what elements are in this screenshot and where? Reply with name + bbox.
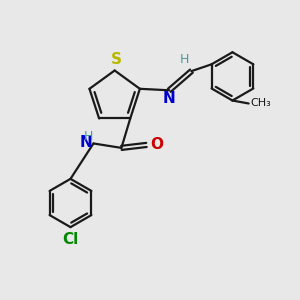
Text: Cl: Cl [62,232,79,247]
Text: H: H [83,130,93,143]
Text: N: N [80,135,93,150]
Text: O: O [150,137,163,152]
Text: CH₃: CH₃ [250,98,271,109]
Text: N: N [163,91,176,106]
Text: S: S [111,52,122,67]
Text: H: H [180,53,190,66]
